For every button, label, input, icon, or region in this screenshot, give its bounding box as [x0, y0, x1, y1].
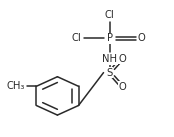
Text: P: P — [107, 33, 113, 43]
Text: Cl: Cl — [105, 10, 114, 20]
Text: O: O — [118, 54, 126, 64]
Text: CH₃: CH₃ — [7, 81, 25, 91]
Text: NH: NH — [102, 54, 117, 64]
Text: S: S — [106, 68, 113, 78]
Text: Cl: Cl — [71, 33, 81, 43]
Text: O: O — [138, 33, 146, 43]
Text: O: O — [118, 82, 126, 92]
